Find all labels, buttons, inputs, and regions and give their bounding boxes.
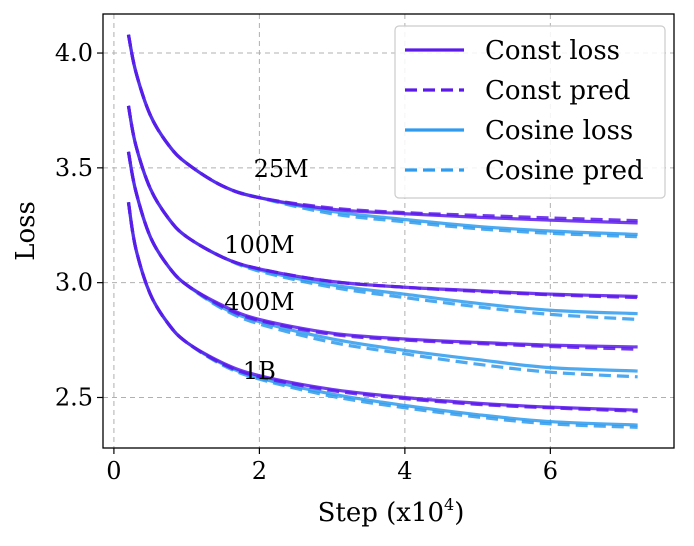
x-tick-label: 2 bbox=[252, 457, 267, 485]
curve-label-1B: 1B bbox=[243, 357, 276, 385]
legend-label: Cosine loss bbox=[485, 116, 633, 146]
cosine-pred-line-400M bbox=[126, 151, 638, 379]
curve-label-400M: 400M bbox=[224, 288, 294, 316]
y-tick-label: 4.0 bbox=[55, 39, 93, 67]
legend-label: Const pred bbox=[485, 76, 630, 106]
y-tick-label: 3.0 bbox=[55, 269, 93, 297]
x-axis-label-exponent: 4 bbox=[444, 495, 454, 514]
const-loss-line-400M bbox=[126, 151, 638, 349]
x-axis-label: Step (x104) bbox=[318, 495, 465, 528]
x-tick-label: 0 bbox=[106, 457, 121, 485]
y-axis-label: Loss bbox=[11, 201, 41, 261]
legend-label: Const loss bbox=[485, 36, 620, 66]
axis-ticks: 0 2 4 6 2.5 3.0 3.5 4.0 bbox=[55, 39, 558, 485]
curve-label-100M: 100M bbox=[224, 231, 294, 259]
x-axis-label-main: Step (x10 bbox=[318, 498, 444, 528]
x-axis-label-suffix: ) bbox=[454, 498, 464, 528]
plot-area-frame bbox=[102, 13, 675, 449]
y-tick-label: 3.5 bbox=[55, 154, 93, 182]
curve-label-25M: 25M bbox=[254, 155, 309, 183]
legend-label: Cosine pred bbox=[485, 156, 644, 186]
legend: Const loss Const pred Cosine loss Cosine pr… bbox=[394, 25, 666, 199]
x-tick-label: 4 bbox=[397, 457, 412, 485]
const-loss-line-25M bbox=[126, 34, 638, 225]
y-tick-label: 2.5 bbox=[55, 383, 93, 411]
x-tick-label: 6 bbox=[543, 457, 558, 485]
series-lines bbox=[126, 34, 638, 429]
const-loss-line-100M bbox=[126, 105, 638, 299]
curve-labels: 25M 100M 400M 1B bbox=[224, 155, 309, 385]
legend-box bbox=[394, 25, 666, 199]
const-loss-line-1B bbox=[126, 202, 638, 412]
